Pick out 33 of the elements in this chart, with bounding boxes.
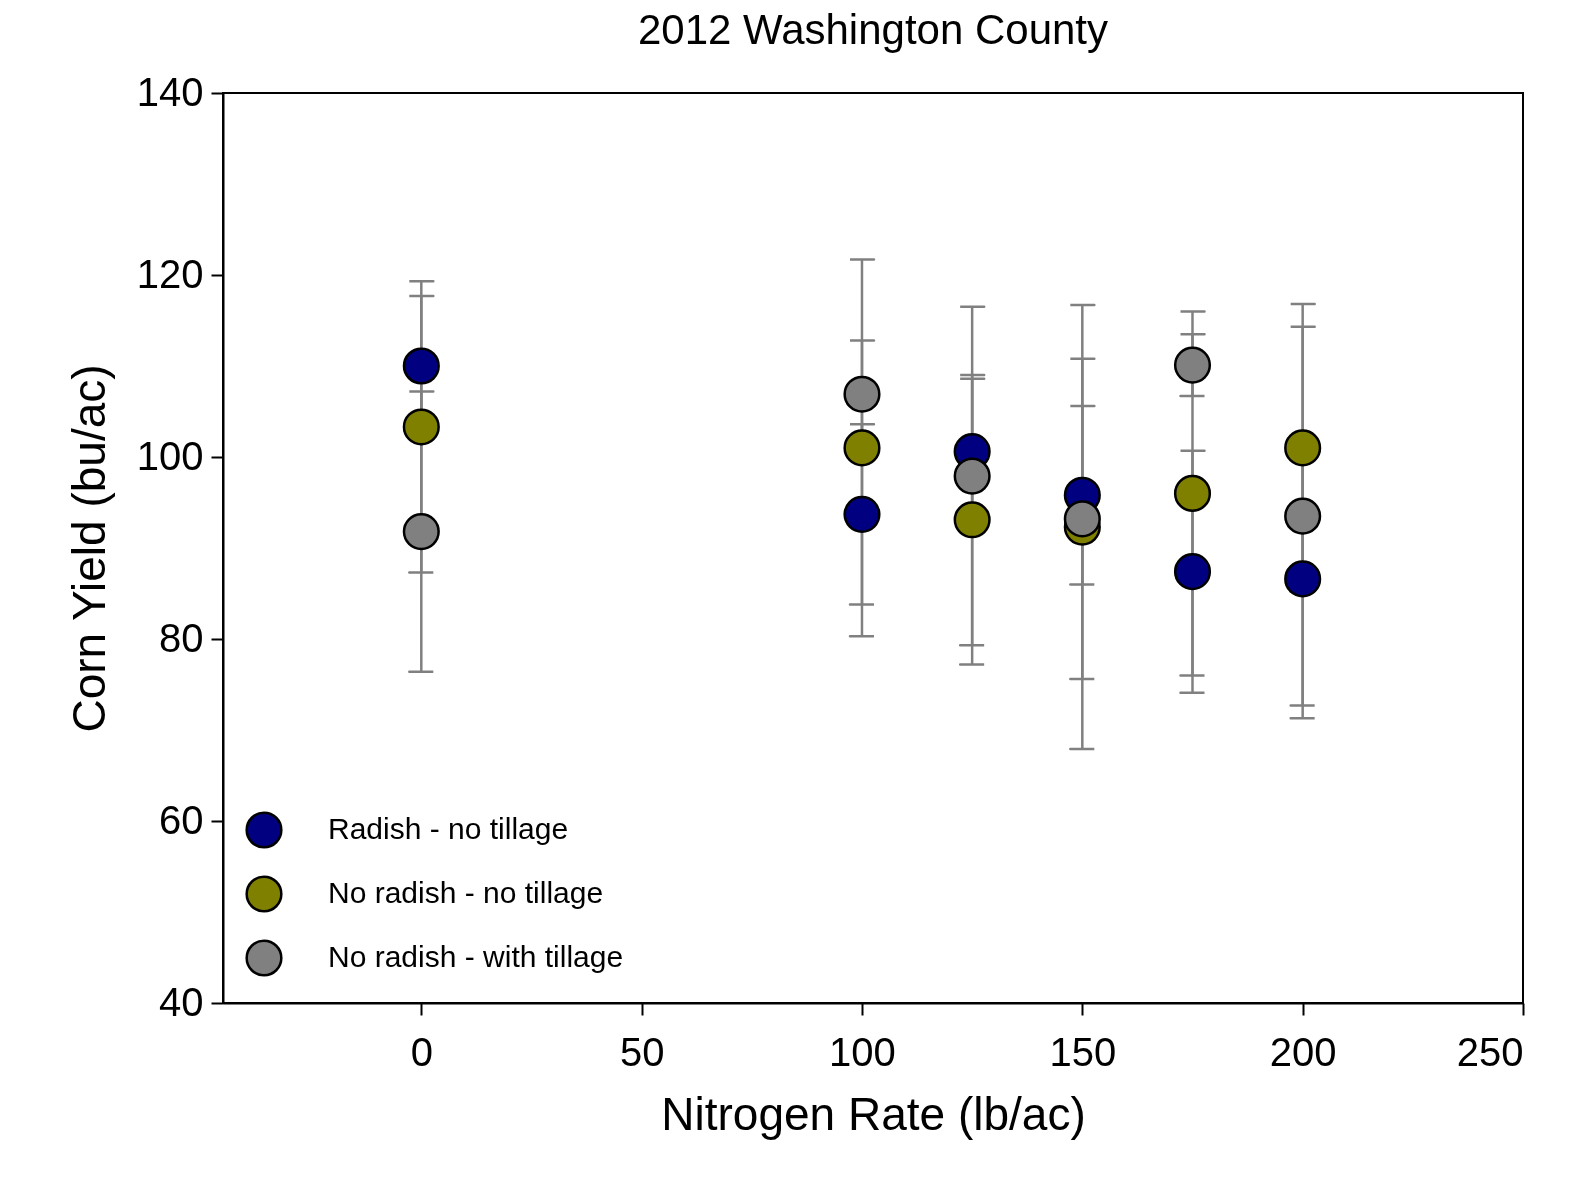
x-tick-label: 200: [1269, 1029, 1337, 1074]
point: [402, 347, 440, 385]
point: [843, 375, 881, 413]
y-tick-label: 40: [159, 979, 204, 1024]
x-tick-label: 100: [829, 1029, 896, 1074]
y-tick-label: 100: [136, 433, 204, 478]
y-axis-title: Corn Yield (bu/ac): [62, 364, 115, 733]
y-tick-label: 140: [136, 69, 204, 114]
point: [402, 408, 440, 446]
legend-label: Radish - no tillage: [328, 812, 569, 845]
y-tick-label: 120: [136, 251, 204, 296]
point: [843, 495, 881, 533]
y-tick-label: 80: [159, 615, 204, 660]
point: [1173, 474, 1212, 512]
x-tick-label: 250: [1456, 1029, 1524, 1074]
point: [1284, 560, 1322, 598]
point: [1173, 346, 1212, 384]
point: [1173, 553, 1212, 591]
point: [953, 457, 991, 495]
x-tick-label: 150: [1049, 1029, 1117, 1074]
y-tick-label: 60: [159, 797, 204, 842]
x-tick-label: 0: [410, 1029, 433, 1074]
point: [1063, 500, 1101, 538]
legend-label: No radish - with tillage: [328, 940, 624, 973]
x-axis-title: Nitrogen Rate (lb/ac): [661, 1087, 1086, 1140]
point: [1284, 497, 1322, 535]
point: [953, 501, 991, 539]
legend-label: No radish - no tillage: [328, 876, 604, 909]
chart-title: 2012 Washington County: [637, 6, 1109, 53]
point: [843, 429, 881, 467]
point: [1284, 429, 1322, 467]
x-tick-label: 50: [619, 1029, 665, 1074]
point: [402, 513, 440, 551]
